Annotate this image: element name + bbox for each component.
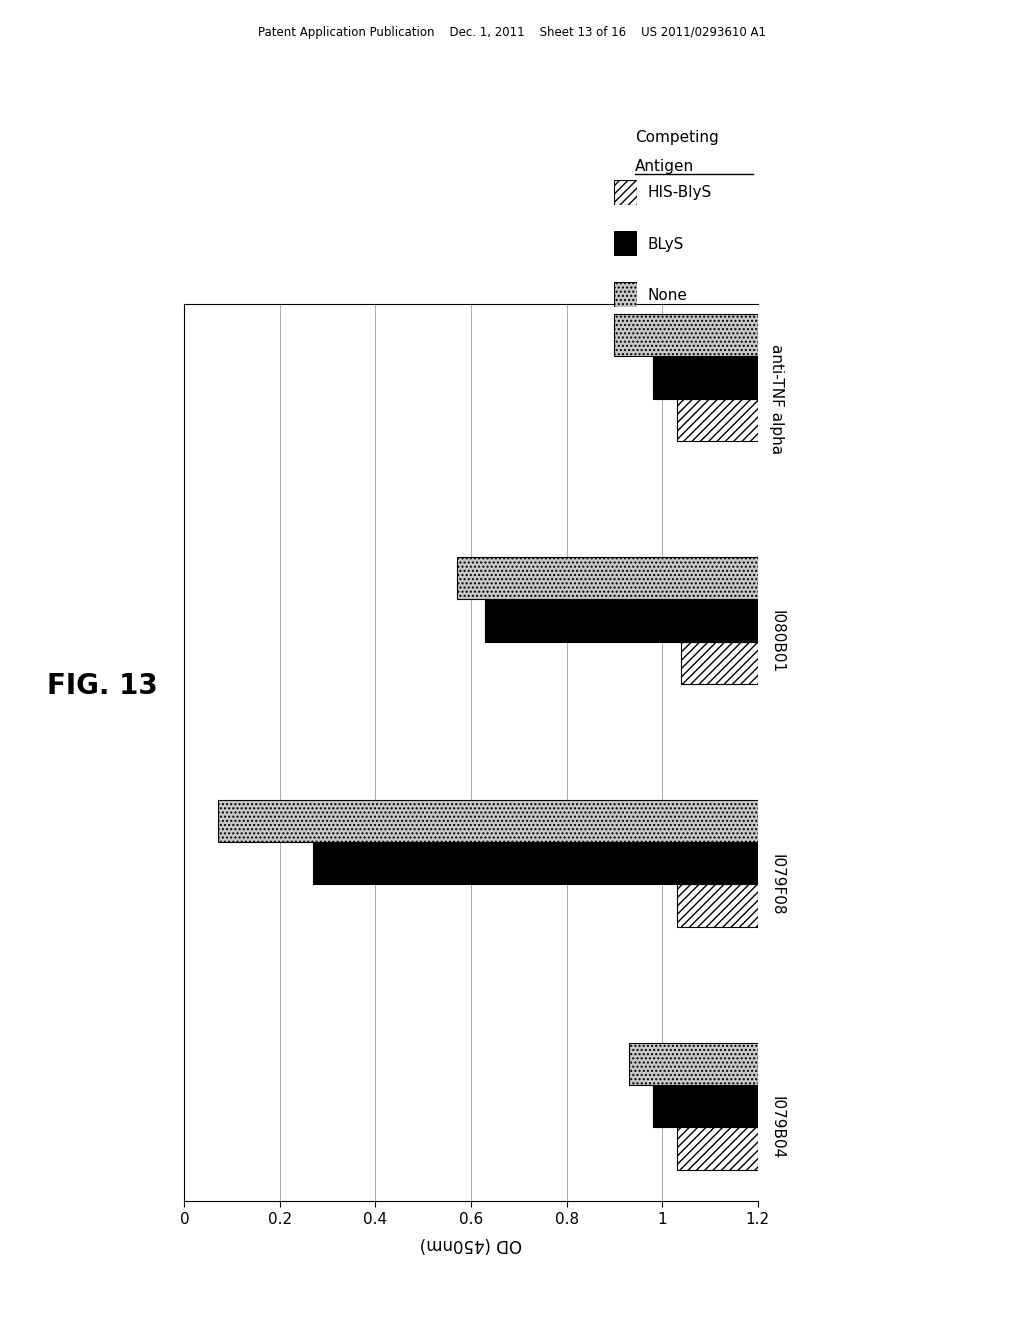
Bar xyxy=(677,884,758,927)
Text: I079B04: I079B04 xyxy=(769,1096,784,1159)
Text: Antigen: Antigen xyxy=(635,160,694,174)
Text: FIG. 13: FIG. 13 xyxy=(47,672,158,701)
Text: None: None xyxy=(647,288,687,302)
Text: I079F08: I079F08 xyxy=(769,854,784,915)
Bar xyxy=(485,599,758,642)
Bar xyxy=(677,1127,758,1170)
Text: Patent Application Publication    Dec. 1, 2011    Sheet 13 of 16    US 2011/0293: Patent Application Publication Dec. 1, 2… xyxy=(258,26,766,40)
Bar xyxy=(681,642,758,684)
X-axis label: OD (450nm): OD (450nm) xyxy=(420,1236,522,1253)
Bar xyxy=(218,800,758,842)
Text: Competing: Competing xyxy=(635,131,719,145)
Bar xyxy=(629,1043,758,1085)
Bar xyxy=(652,356,758,399)
Bar xyxy=(313,842,758,884)
Text: HIS-BlyS: HIS-BlyS xyxy=(647,186,712,201)
Text: BLyS: BLyS xyxy=(647,236,684,252)
Bar xyxy=(457,557,758,599)
Bar xyxy=(677,399,758,441)
Bar xyxy=(614,314,758,356)
Text: I080B01: I080B01 xyxy=(769,610,784,673)
Text: anti-TNF alpha: anti-TNF alpha xyxy=(769,343,784,454)
Bar xyxy=(652,1085,758,1127)
